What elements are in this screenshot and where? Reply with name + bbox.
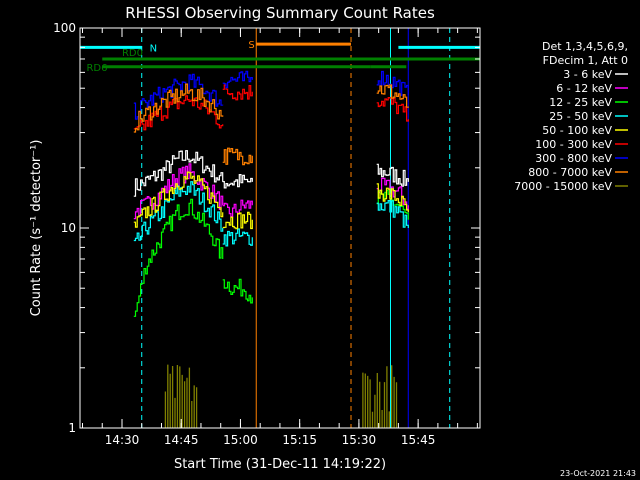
series-line-3-2 [376,200,409,228]
series-line-8-1 [362,365,398,428]
flag-label-rd0: RD0 [122,48,143,59]
legend-label-1: 6 - 12 keV [556,82,612,95]
flag-label-s: S [248,40,254,51]
series-line-6-1 [222,70,253,89]
series-line-4-0 [133,171,224,228]
series-line-4-2 [376,183,409,213]
series-line-0-1 [222,174,253,189]
x-tick-label-5: 15:45 [401,433,436,447]
series-line-0-0 [133,150,224,197]
flag-label-n: N [150,43,157,54]
series-line-7-0 [133,83,224,133]
legend-label-7: 800 - 7000 keV [528,166,612,179]
series-line-2-0 [133,198,224,317]
x-tick-label-0: 14:30 [105,433,140,447]
x-tick-label-4: 15:30 [342,433,377,447]
y-axis-label: Count Rate (s⁻¹ detector⁻¹) [29,140,44,317]
series-line-0-2 [376,163,409,187]
plot-area: N S RD0 RD6 [80,28,480,428]
legend-label-6: 300 - 800 keV [535,152,612,165]
x-axis-label: Start Time (31-Dec-11 14:19:22) [174,457,386,472]
legend-label-0: 3 - 6 keV [563,68,612,81]
legend-label-3: 25 - 50 keV [549,110,612,123]
series-line-6-2 [376,70,409,96]
plot-frame [79,27,481,429]
y-tick-label-2: 100 [53,21,76,35]
series-line-4-1 [222,211,253,230]
series-line-6-0 [133,73,224,120]
legend-label-4: 50 - 100 keV [542,124,612,137]
legend-label-5: 100 - 300 keV [535,138,612,151]
series-line-2-1 [222,278,253,304]
series-line-7-1 [222,147,253,166]
y-tick-label-0: 1 [68,421,76,435]
footer-date: 23-Oct-2021 21:43 [560,469,636,478]
series-line-3-1 [222,228,253,247]
series-line-8-0 [164,364,198,428]
y-tick-label-1: 10 [61,221,76,235]
series-line-7-2 [376,84,409,108]
legend-label-8: 7000 - 15000 keV [514,180,612,193]
series-line-5-2 [376,97,409,122]
x-tick-label-1: 14:45 [164,433,199,447]
legend-label-2: 12 - 25 keV [549,96,612,109]
chart-title: RHESSI Observing Summary Count Rates [125,4,435,22]
series-line-1-2 [376,177,409,210]
legend-header-2: FDecim 1, Att 0 [543,54,628,67]
x-tick-label-2: 15:00 [223,433,258,447]
x-tick-label-3: 15:15 [282,433,317,447]
legend-header-1: Det 1,3,4,5,6,9, [542,40,628,53]
flag-label-rd6: RD6 [86,63,107,74]
axes: 1 10 100 14:30 14:45 15:00 15:15 15:30 15:45 [53,21,481,447]
series-line-5-0 [133,95,224,131]
series-line-5-1 [222,84,253,101]
